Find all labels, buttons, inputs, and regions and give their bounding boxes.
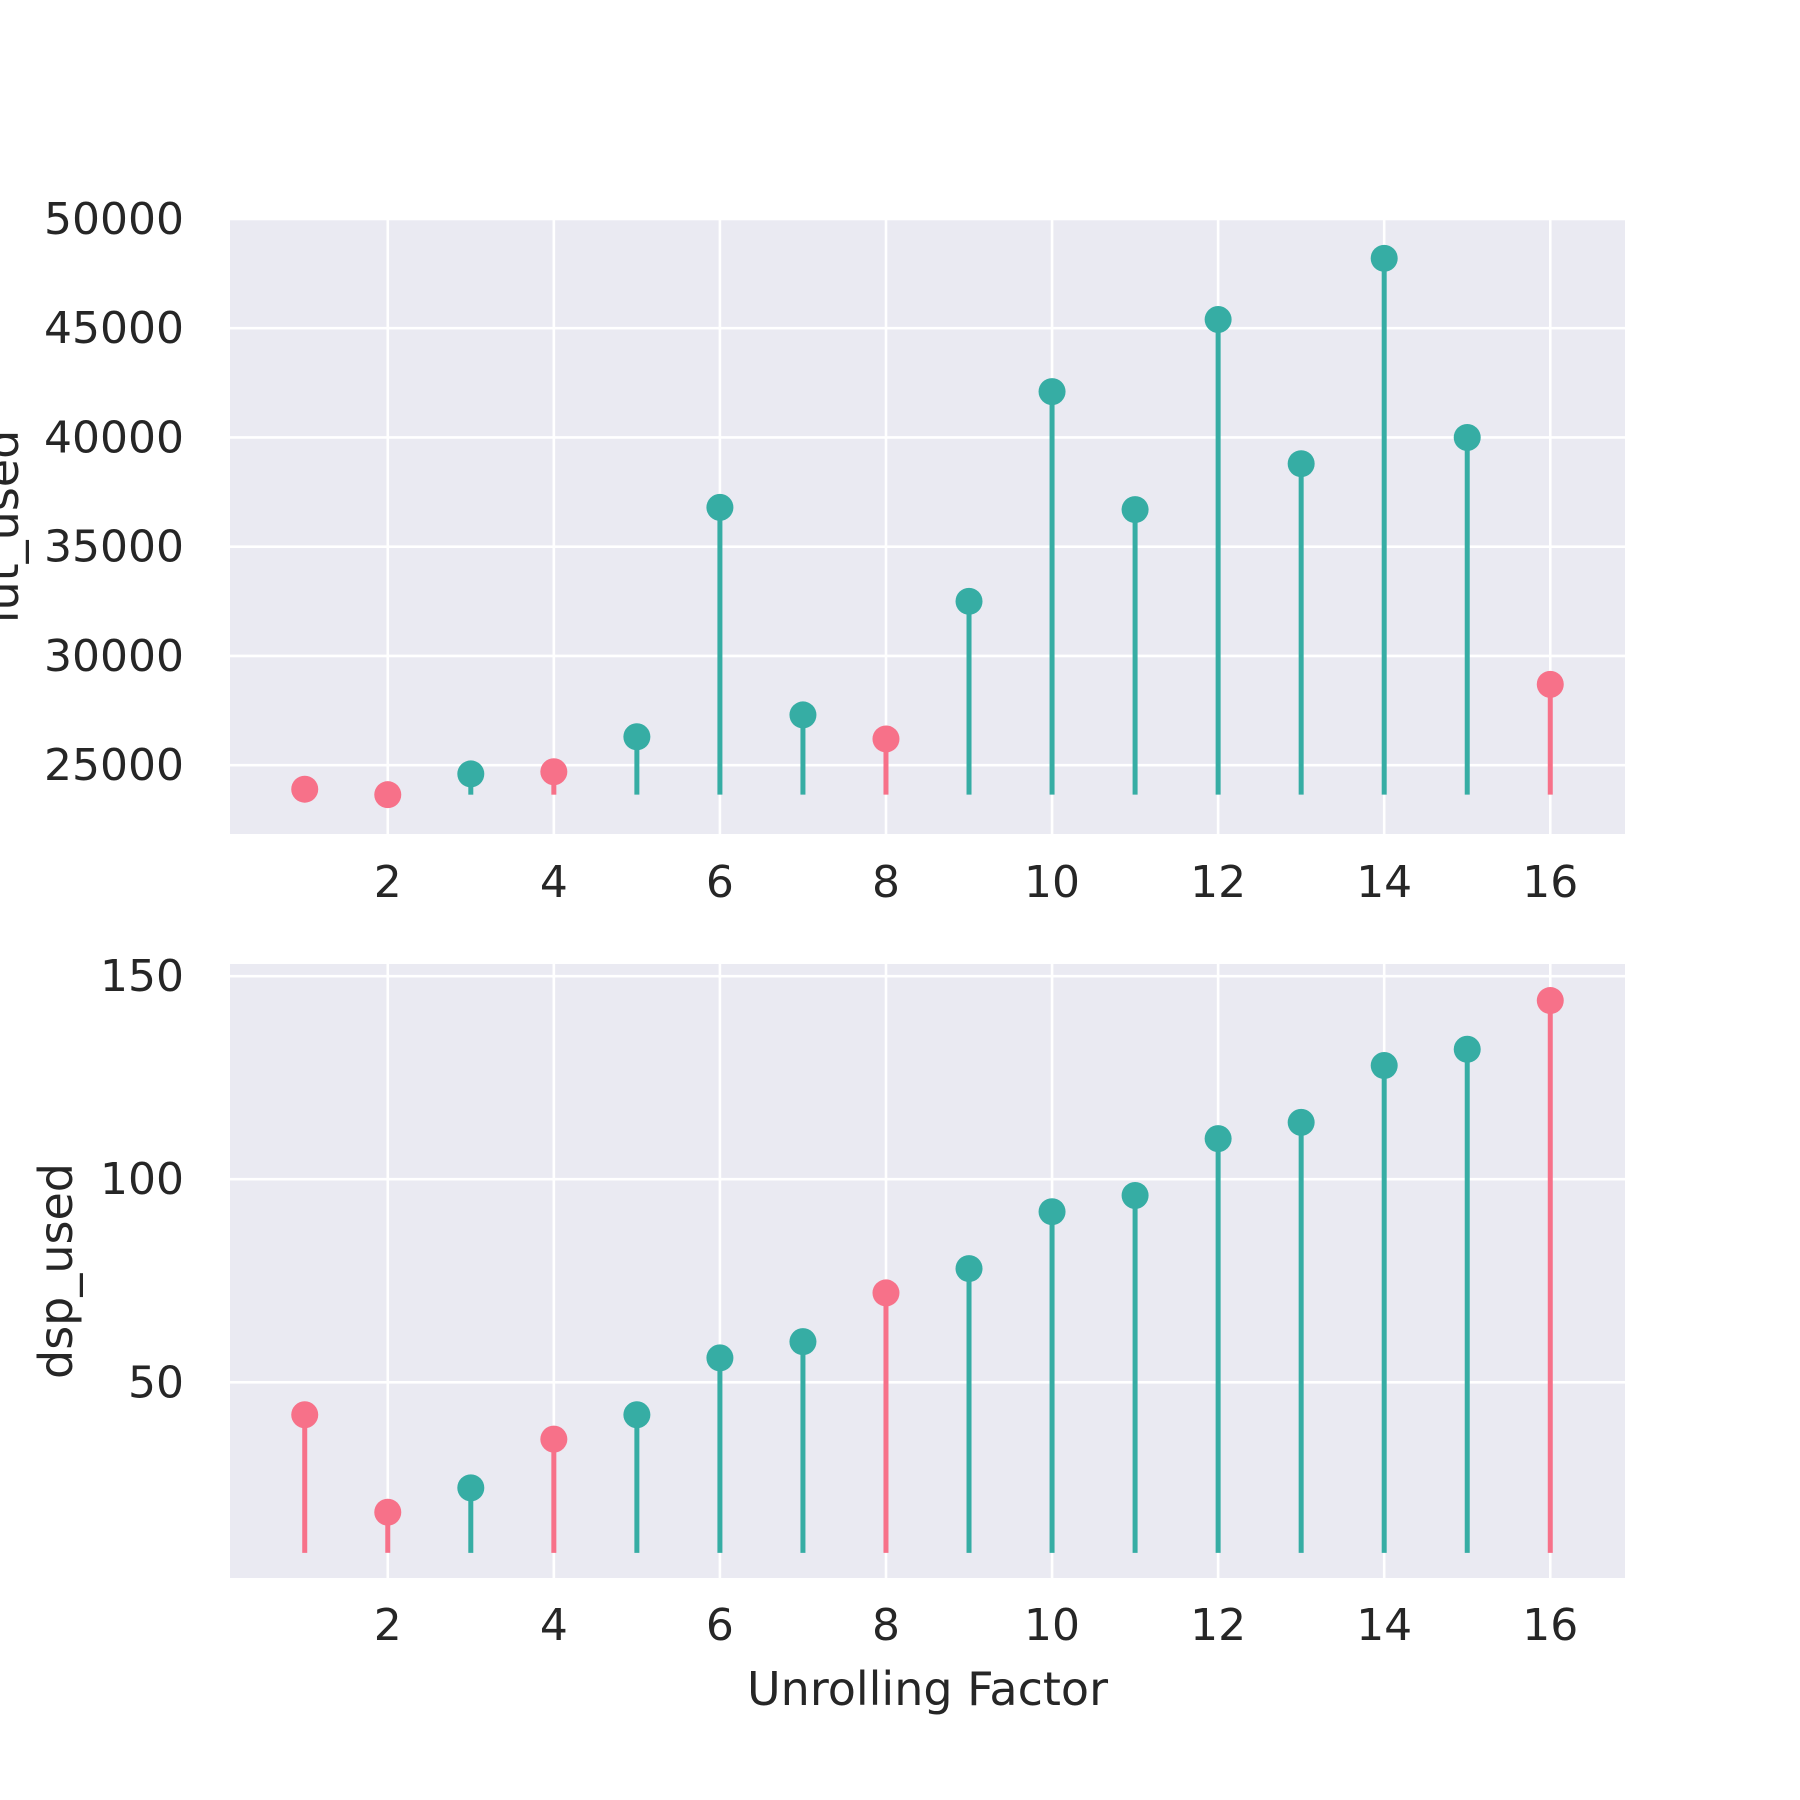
x-tick-label: 8 <box>872 1600 900 1651</box>
y-tick-label: 40000 <box>44 412 184 463</box>
x-tick-label: 10 <box>1024 1600 1080 1651</box>
stem-marker <box>291 1401 319 1429</box>
y-tick-label: 35000 <box>44 522 184 573</box>
stem-marker <box>457 1474 485 1502</box>
stem-marker <box>1287 1108 1315 1136</box>
x-axis-label: Unrolling Factor <box>747 1662 1108 1716</box>
x-tick-label: 2 <box>374 857 402 908</box>
stem-marker <box>374 1498 402 1526</box>
stem-marker <box>1287 450 1315 478</box>
x-tick-label: 8 <box>872 857 900 908</box>
stem-marker <box>1370 244 1398 272</box>
y-tick-label: 150 <box>100 951 184 1002</box>
stem-marker <box>374 781 402 809</box>
x-tick-label: 6 <box>706 1600 734 1651</box>
stem-marker <box>623 1401 651 1429</box>
y-axis-label: dsp_used <box>29 1163 83 1379</box>
stem-marker <box>1204 305 1232 333</box>
stem-marker <box>1121 496 1149 524</box>
stem-marker <box>1038 378 1066 406</box>
x-tick-label: 14 <box>1356 1600 1412 1651</box>
y-tick-label: 100 <box>100 1154 184 1205</box>
stem-marker <box>1204 1125 1232 1153</box>
stem-marker <box>623 723 651 751</box>
stem-marker <box>706 1344 734 1372</box>
stem-marker <box>706 493 734 521</box>
x-tick-label: 16 <box>1522 1600 1578 1651</box>
plot-area <box>230 964 1625 1578</box>
y-tick-label: 30000 <box>44 631 184 682</box>
stem-marker <box>955 1255 983 1283</box>
x-tick-label: 4 <box>540 857 568 908</box>
stem-marker <box>540 1425 568 1453</box>
stem-marker <box>789 701 817 729</box>
stem-marker <box>789 1328 817 1356</box>
x-tick-label: 16 <box>1522 857 1578 908</box>
x-tick-label: 4 <box>540 1600 568 1651</box>
stem-marker <box>1453 423 1481 451</box>
stem-marker <box>872 725 900 753</box>
y-tick-label: 45000 <box>44 303 184 354</box>
y-tick-label: 50000 <box>44 194 184 245</box>
stem-marker <box>1038 1198 1066 1226</box>
y-tick-label: 50 <box>128 1357 184 1408</box>
stem-marker <box>1370 1052 1398 1080</box>
stem-marker <box>872 1279 900 1307</box>
y-axis-label: lut_used <box>0 430 29 624</box>
x-tick-label: 10 <box>1024 857 1080 908</box>
x-tick-label: 6 <box>706 857 734 908</box>
stem-marker <box>457 760 485 788</box>
x-tick-label: 12 <box>1190 857 1246 908</box>
stem-marker <box>955 587 983 615</box>
stem-marker <box>540 758 568 786</box>
x-tick-label: 14 <box>1356 857 1412 908</box>
stem-marker <box>1536 670 1564 698</box>
dsp-used-panel: 2 4 6 8 10 12 14 16 50 100 150 dsp_used Unrolling Fa… <box>29 951 1625 1716</box>
y-tick-label: 25000 <box>44 740 184 791</box>
plot-area <box>230 219 1625 834</box>
x-tick-label: 12 <box>1190 1600 1246 1651</box>
stem-marker <box>1121 1181 1149 1209</box>
stem-marker <box>1453 1035 1481 1063</box>
x-tick-label: 2 <box>374 1600 402 1651</box>
stem-marker <box>291 775 319 803</box>
lut-used-panel: 2 4 6 8 10 12 14 16 25000 30000 35000 40000 45000 500… <box>0 194 1625 908</box>
stem-marker <box>1536 987 1564 1015</box>
